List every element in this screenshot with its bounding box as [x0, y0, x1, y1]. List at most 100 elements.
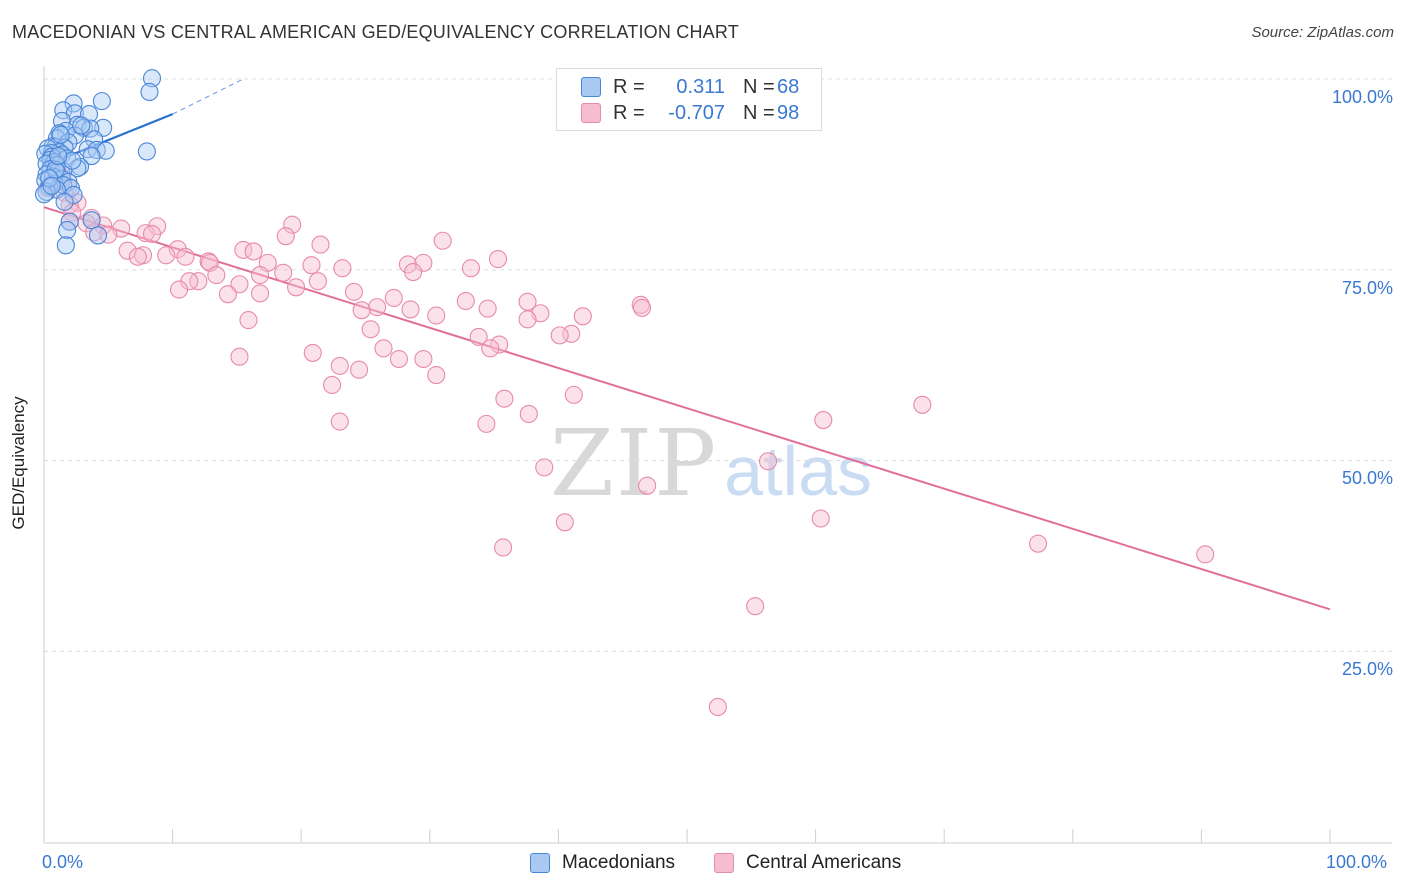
trend-lines	[43, 78, 1331, 611]
central-american-point	[283, 215, 302, 234]
central-american-point	[811, 509, 830, 528]
series-legend: Macedonians Central Americans	[0, 852, 1406, 878]
central-american-point	[555, 513, 574, 532]
central-american-point	[94, 216, 113, 235]
central-american-point	[1196, 545, 1215, 564]
macedonian-point	[96, 141, 115, 160]
legend-item-central-americans[interactable]: Central Americans	[714, 852, 901, 874]
central-american-point	[169, 280, 189, 299]
central-american-point	[758, 452, 778, 471]
central-american-point	[128, 247, 147, 266]
axes	[43, 66, 1392, 844]
central-american-point	[478, 299, 497, 318]
r-value: 0.311	[676, 75, 725, 98]
y-tick-label-75: 75.0%	[1341, 278, 1393, 298]
macedonian-point	[42, 176, 61, 195]
central-american-point	[550, 326, 569, 345]
stats-legend: R = 0.311 N = 68 R = -0.707 N = 98	[556, 68, 822, 131]
macedonian-point	[55, 192, 74, 211]
central-americans-legend-swatch	[714, 853, 734, 873]
central-american-point	[461, 259, 481, 278]
central-american-point	[361, 320, 380, 339]
central-american-point	[573, 307, 592, 326]
macedonian-point	[64, 94, 83, 113]
macedonians-legend-swatch	[530, 853, 550, 873]
macedonian-point	[49, 147, 68, 166]
central-american-point	[632, 298, 652, 317]
central-americans-trend-line	[43, 206, 1331, 611]
legend-item-macedonians[interactable]: Macedonians	[530, 852, 675, 874]
central-american-point	[519, 404, 538, 424]
r-label: R =	[613, 75, 645, 98]
central-american-point	[477, 414, 496, 433]
y-axis-title: GED/Equivalency	[9, 396, 28, 530]
central-americans-points	[38, 166, 1215, 716]
central-american-point	[433, 231, 452, 250]
watermark-atlas: atlas	[724, 432, 873, 510]
central-american-point	[535, 458, 554, 477]
central-american-point	[469, 327, 488, 346]
n-label: N =	[743, 75, 775, 98]
macedonian-point	[56, 236, 75, 255]
central-american-point	[303, 343, 322, 362]
macedonian-point	[65, 126, 84, 145]
macedonian-point	[92, 92, 111, 111]
macedonian-point	[82, 147, 101, 166]
y-tick-label-25: 25.0%	[1341, 659, 1393, 679]
central-american-point	[368, 298, 387, 317]
y-tick-label-50: 50.0%	[1341, 468, 1393, 488]
macedonian-point	[58, 221, 77, 240]
central-american-point	[631, 295, 650, 314]
central-american-point	[230, 347, 249, 366]
source-credit: Source: ZipAtlas.com	[1251, 24, 1394, 41]
central-american-point	[427, 365, 446, 385]
central-american-point	[250, 284, 270, 303]
central-american-point	[276, 227, 295, 246]
central-american-point	[311, 235, 330, 254]
stats-legend-row-macedonians: R = 0.311 N = 68	[581, 75, 799, 99]
central-american-point	[427, 306, 446, 325]
central-american-point	[518, 310, 537, 329]
x-tick-label-min: 0.0%	[42, 852, 84, 872]
macedonian-point	[64, 185, 83, 205]
central-american-point	[350, 360, 369, 379]
central-american-point	[708, 697, 727, 716]
central-americans-swatch	[581, 103, 601, 123]
macedonian-point	[137, 142, 156, 161]
central-american-point	[136, 224, 155, 243]
central-american-point	[562, 324, 581, 343]
central-american-point	[230, 275, 249, 294]
central-american-point	[404, 262, 423, 282]
central-american-point	[330, 356, 349, 375]
n-label: N =	[743, 101, 775, 124]
central-american-point	[99, 225, 118, 244]
central-american-point	[142, 224, 162, 243]
central-american-point	[814, 411, 833, 430]
watermark: ZIPatlas	[550, 410, 872, 517]
macedonian-point	[142, 69, 162, 88]
central-american-point	[250, 266, 270, 285]
central-american-point	[207, 266, 226, 285]
central-american-point	[308, 272, 327, 291]
central-american-point	[414, 253, 433, 272]
central-american-point	[389, 349, 408, 369]
r-label: R =	[613, 101, 645, 124]
macedonians-trend-line	[43, 113, 174, 168]
n-value: 98	[777, 101, 800, 124]
central-american-point	[913, 395, 932, 414]
stats-legend-row-central-americans: R = -0.707 N = 98	[581, 101, 799, 125]
central-american-point	[1029, 534, 1048, 553]
central-american-point	[490, 335, 509, 354]
macedonians-swatch	[581, 77, 601, 97]
macedonian-point	[51, 125, 70, 144]
central-american-point	[456, 291, 475, 311]
central-american-point	[564, 385, 583, 404]
macedonian-point	[82, 211, 101, 230]
y-tick-label-100: 100.0%	[1331, 87, 1393, 107]
central-american-point	[638, 476, 657, 495]
central-american-point	[157, 246, 176, 265]
central-american-point	[488, 250, 508, 269]
n-value: 68	[777, 75, 800, 98]
macedonian-point	[63, 151, 82, 170]
